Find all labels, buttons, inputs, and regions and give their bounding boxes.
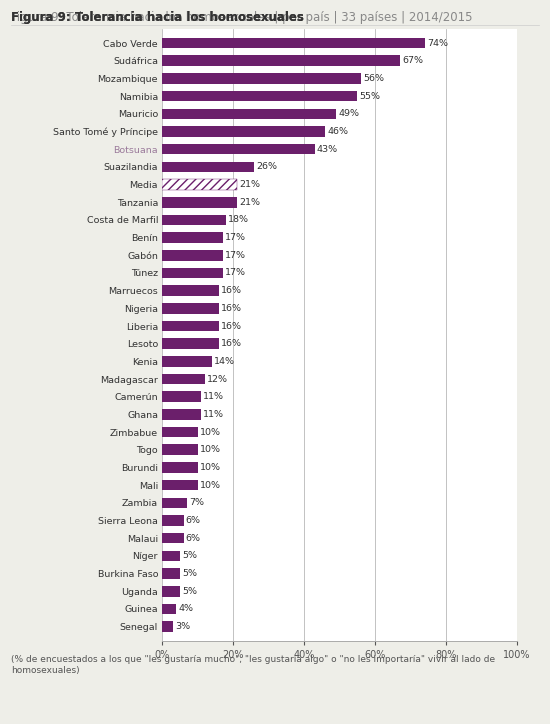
Text: Figura 9: Tolerancia hacia los homosexuales: Figura 9: Tolerancia hacia los homosexua… xyxy=(11,11,304,24)
Bar xyxy=(162,409,201,420)
Text: (% de encuestados a los que "les gustaría mucho", "les gustaría algo" o "no les : (% de encuestados a los que "les gustarí… xyxy=(11,655,495,675)
Bar xyxy=(162,56,400,66)
Text: 14%: 14% xyxy=(214,357,235,366)
Text: 49%: 49% xyxy=(338,109,359,118)
Bar xyxy=(162,268,223,278)
Bar xyxy=(162,232,223,243)
Bar xyxy=(162,250,223,261)
Text: 16%: 16% xyxy=(221,339,242,348)
Bar xyxy=(162,426,198,437)
Bar xyxy=(162,621,173,632)
Text: 10%: 10% xyxy=(200,481,221,489)
Text: 56%: 56% xyxy=(363,74,384,83)
Bar xyxy=(162,38,425,49)
Bar xyxy=(162,356,212,366)
Text: 5%: 5% xyxy=(182,569,197,578)
Text: Figura 9: Tolerancia hacia los homosexuales: Figura 9: Tolerancia hacia los homosexua… xyxy=(11,11,304,24)
Bar xyxy=(162,392,201,402)
Text: 18%: 18% xyxy=(228,216,249,224)
Bar xyxy=(162,374,205,384)
Text: 11%: 11% xyxy=(204,392,224,401)
Text: 17%: 17% xyxy=(225,233,246,242)
Text: 46%: 46% xyxy=(328,127,349,136)
Text: 21%: 21% xyxy=(239,180,260,189)
Text: 6%: 6% xyxy=(186,516,201,525)
Text: 16%: 16% xyxy=(221,321,242,331)
Bar xyxy=(162,462,198,473)
Text: 43%: 43% xyxy=(317,145,338,153)
Bar xyxy=(162,214,226,225)
Text: 21%: 21% xyxy=(239,198,260,207)
Text: 26%: 26% xyxy=(257,162,278,172)
Text: 16%: 16% xyxy=(221,304,242,313)
Bar xyxy=(162,445,198,455)
Text: 17%: 17% xyxy=(225,269,246,277)
Bar xyxy=(162,497,187,508)
Text: 12%: 12% xyxy=(207,374,228,384)
Text: 6%: 6% xyxy=(186,534,201,543)
Text: 10%: 10% xyxy=(200,428,221,437)
Bar xyxy=(162,180,236,190)
Bar xyxy=(162,586,180,597)
Bar xyxy=(162,550,180,561)
Text: 3%: 3% xyxy=(175,622,190,631)
Text: 5%: 5% xyxy=(182,586,197,596)
Bar xyxy=(162,533,184,544)
Text: 74%: 74% xyxy=(427,38,448,48)
Bar xyxy=(162,285,219,296)
Text: 4%: 4% xyxy=(179,605,194,613)
Text: 7%: 7% xyxy=(189,498,204,508)
Bar xyxy=(162,90,358,101)
Bar xyxy=(162,144,315,154)
Bar xyxy=(162,197,236,208)
Text: 16%: 16% xyxy=(221,286,242,295)
Bar xyxy=(162,568,180,579)
Bar xyxy=(162,338,219,349)
Bar xyxy=(162,480,198,490)
Text: 10%: 10% xyxy=(200,463,221,472)
Text: 5%: 5% xyxy=(182,552,197,560)
Text: 67%: 67% xyxy=(402,56,423,65)
Text: 55%: 55% xyxy=(360,92,381,101)
Bar xyxy=(162,126,326,137)
Bar xyxy=(162,73,361,84)
Bar xyxy=(162,303,219,313)
Bar xyxy=(162,321,219,332)
Bar xyxy=(162,161,255,172)
Bar xyxy=(162,604,177,614)
Text: Figura 9: Tolerancia hacia los homosexuales | por país | 33 países | 2014/2015: Figura 9: Tolerancia hacia los homosexua… xyxy=(11,11,472,24)
Text: 17%: 17% xyxy=(225,251,246,260)
Text: 11%: 11% xyxy=(204,410,224,419)
Bar xyxy=(162,515,184,526)
Text: 10%: 10% xyxy=(200,445,221,454)
Bar xyxy=(162,109,336,119)
Bar xyxy=(162,180,236,190)
